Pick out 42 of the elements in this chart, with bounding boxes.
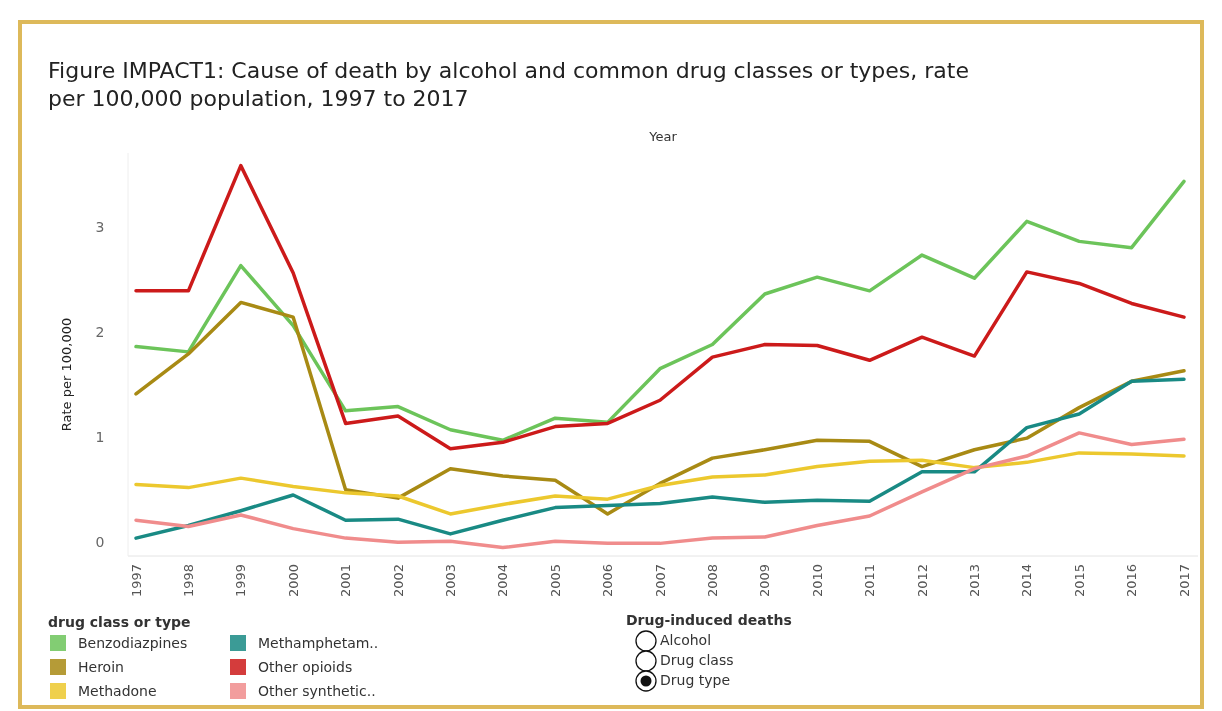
legend-label: Other synthetic.. — [258, 682, 376, 699]
y-tick-label: 2 — [95, 323, 105, 340]
x-tick-label: 2004 — [495, 564, 511, 598]
legend-title: drug class or type — [48, 614, 191, 630]
text: Drug type — [660, 672, 731, 689]
x-tick-label: 2003 — [442, 564, 458, 598]
legend-label: Heroin — [78, 658, 124, 675]
x-tick-label: 2017 — [1176, 564, 1192, 598]
line-series — [134, 451, 1186, 516]
legend-label: Benzodiazpines — [78, 634, 188, 651]
x-tick-label: 1997 — [128, 564, 144, 598]
text: Drug-induced deaths — [626, 612, 792, 628]
y-tick-label: 0 — [95, 534, 105, 551]
x-tick-label: 2000 — [285, 564, 301, 598]
x-tick-label: 2009 — [757, 564, 773, 598]
x-tick-label: 2006 — [600, 564, 616, 598]
line-series — [134, 377, 1186, 540]
legend-label: Methamphetam.. — [258, 634, 379, 651]
y-tick-label: 3 — [95, 218, 105, 235]
y-axis-title: Rate per 100,000 — [59, 317, 74, 432]
x-tick-label: 2005 — [547, 564, 563, 598]
x-tick-label: 2010 — [809, 564, 825, 598]
x-tick-label: 2015 — [1071, 564, 1087, 598]
x-tick-label: 2011 — [862, 564, 878, 598]
x-tick-label: 2007 — [652, 564, 668, 598]
chart-title: Figure IMPACT1: Cause of death by alcohol and common drug classes or types, rate per 100,000 population, 1997 to 2017 — [48, 58, 970, 111]
x-tick-label: 2001 — [338, 564, 354, 598]
y-tick-label: 1 — [95, 429, 105, 445]
x-tick-label: 2012 — [914, 564, 930, 598]
line-series — [134, 431, 1186, 550]
text: Alcohol — [660, 632, 712, 649]
x-tick-label: 2008 — [704, 564, 720, 598]
legend-label: Other opioids — [258, 658, 353, 675]
x-tick-label: 2016 — [1124, 564, 1140, 598]
x-tick-label: 1998 — [180, 564, 196, 598]
text: Drug class — [660, 652, 734, 669]
x-tick-label: 1999 — [233, 564, 249, 598]
x-tick-label: 2002 — [390, 564, 406, 598]
x-tick-label: 2014 — [1019, 564, 1035, 598]
x-axis-title: Year — [648, 129, 678, 144]
x-tick-label: 2013 — [966, 564, 982, 598]
legend-label: Methadone — [78, 682, 157, 699]
